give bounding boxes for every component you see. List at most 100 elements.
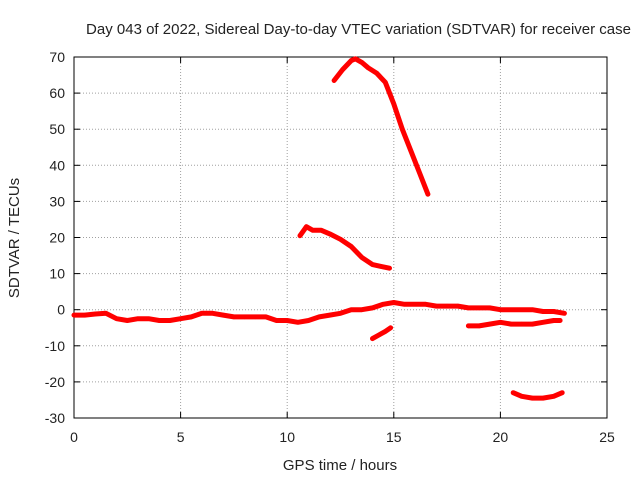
x-axis-label: GPS time / hours <box>283 457 397 474</box>
data-point <box>157 318 162 323</box>
data-point <box>434 303 439 309</box>
data-point <box>530 395 535 401</box>
data-point <box>425 192 431 197</box>
x-tick-label: 20 <box>493 429 509 445</box>
series-low-segment <box>465 318 563 329</box>
data-point <box>199 311 205 316</box>
data-point <box>359 255 364 260</box>
data-point <box>353 56 358 61</box>
data-point <box>327 231 332 237</box>
x-tick-label: 10 <box>279 429 295 445</box>
data-point <box>487 321 492 327</box>
x-tick-label: 5 <box>177 429 185 445</box>
series-baseline <box>71 300 567 325</box>
data-point <box>103 311 109 316</box>
data-point <box>466 305 471 311</box>
data-point <box>189 314 194 320</box>
data-point <box>359 307 364 312</box>
x-tick-label: 0 <box>70 429 78 445</box>
data-point <box>135 316 141 321</box>
data-point <box>487 305 492 311</box>
data-series <box>71 56 567 401</box>
data-point <box>508 307 514 312</box>
y-tick-label: 50 <box>49 121 65 137</box>
data-point <box>551 394 556 399</box>
x-tick-label: 15 <box>386 429 402 445</box>
data-point <box>210 311 215 316</box>
data-point <box>508 321 514 327</box>
data-point <box>263 314 269 320</box>
data-point <box>391 300 396 305</box>
data-point <box>402 302 407 307</box>
axis-ticks: -30 -20 -10 0 10 20 30 40 50 60 70 0 5 10 15 20 25 <box>45 49 615 445</box>
series-upper-peak <box>331 56 431 197</box>
data-point <box>383 329 388 334</box>
x-tick-label: 25 <box>599 429 615 445</box>
data-point <box>519 321 524 327</box>
data-point <box>304 224 309 229</box>
data-point <box>400 127 405 132</box>
data-point <box>540 320 546 325</box>
data-point <box>466 323 471 329</box>
data-point <box>388 325 393 330</box>
data-point <box>327 312 332 318</box>
data-point <box>370 305 375 311</box>
data-point <box>455 303 460 309</box>
data-point <box>338 311 343 316</box>
data-point <box>378 264 384 269</box>
data-point <box>82 312 87 318</box>
series-line <box>465 318 563 329</box>
data-point <box>557 318 563 323</box>
data-point <box>417 170 422 175</box>
data-point <box>310 228 315 233</box>
data-point <box>380 302 386 307</box>
data-point <box>370 336 375 341</box>
data-point <box>349 307 354 312</box>
data-point <box>511 390 516 395</box>
data-point <box>359 60 364 65</box>
y-tick-label: 70 <box>49 49 65 65</box>
data-point <box>562 311 567 316</box>
y-tick-label: -30 <box>45 410 65 426</box>
series-mid-bump <box>297 224 392 271</box>
y-tick-label: 0 <box>57 302 65 318</box>
data-point <box>71 312 77 318</box>
data-point <box>231 314 237 320</box>
data-point <box>519 307 524 312</box>
data-point <box>349 58 354 63</box>
data-point <box>274 318 279 323</box>
y-tick-label: 60 <box>49 85 65 101</box>
y-tick-label: -20 <box>45 374 65 390</box>
data-point <box>306 318 311 323</box>
data-point <box>146 316 151 321</box>
data-point <box>551 309 556 314</box>
data-point <box>338 237 343 242</box>
data-point <box>331 78 337 83</box>
data-point <box>498 307 503 312</box>
data-point <box>560 390 565 395</box>
data-point <box>317 314 322 320</box>
data-point <box>167 318 173 323</box>
chart-title: Day 043 of 2022, Sidereal Day-to-day VTE… <box>86 21 631 38</box>
data-point <box>93 311 98 317</box>
y-tick-label: -10 <box>45 338 65 354</box>
data-point <box>530 321 535 327</box>
data-point <box>285 318 290 323</box>
series-line <box>370 325 394 342</box>
data-point <box>349 244 354 249</box>
data-point <box>376 332 382 338</box>
data-point <box>551 318 556 323</box>
series-bottom-arc <box>510 390 565 401</box>
data-point <box>340 67 345 72</box>
y-tick-label: 10 <box>49 266 65 282</box>
data-point <box>366 65 371 71</box>
data-point <box>530 307 535 312</box>
data-point <box>297 233 303 238</box>
data-point <box>253 314 258 320</box>
data-point <box>374 71 379 76</box>
data-point <box>295 320 301 325</box>
data-point <box>178 316 183 321</box>
data-point <box>540 395 546 401</box>
data-point <box>114 316 119 321</box>
